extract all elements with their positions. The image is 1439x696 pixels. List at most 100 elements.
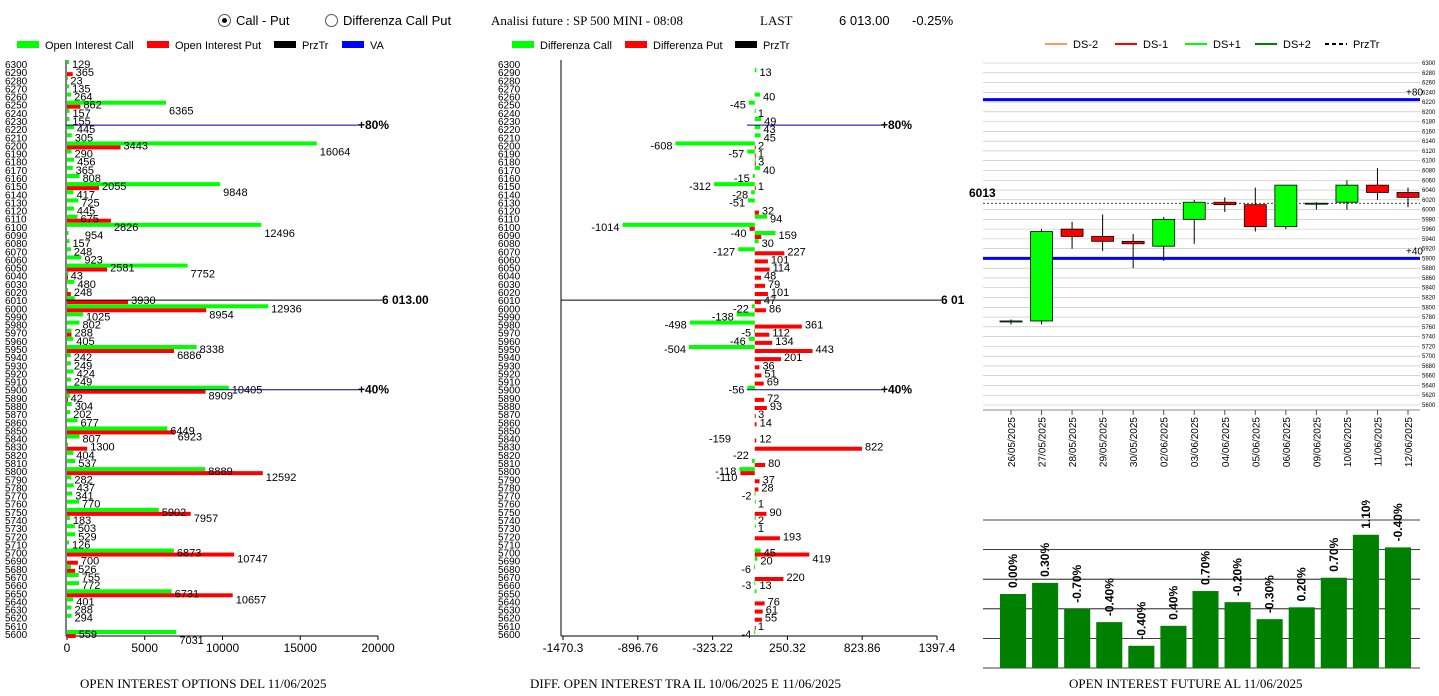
y-tick-label: 5970 [498,329,521,340]
value-label: 249 [74,377,92,389]
y-tick-label: 5820 [5,451,28,462]
call-bar [67,605,72,610]
y-tick-label: 6150 [5,182,28,193]
y-tick-label: 6280 [498,76,521,87]
y-tick-label: 5800 [5,467,28,478]
value-label: 8909 [209,391,233,403]
y-tick-label: 5920 [5,369,28,380]
x-tick-label: 20000 [361,641,395,655]
put-bar [754,340,773,345]
value-label: 8889 [208,466,232,478]
y-tick-label: 6130 [498,198,521,209]
radio-call-put[interactable]: Call - Put [218,13,289,28]
value-label: -127 [713,246,735,258]
candle-body [1213,201,1237,206]
value-label: 361 [805,320,823,332]
y-tick-label: 5750 [5,508,28,519]
value-label: 80 [768,458,780,470]
put-bar [67,471,263,476]
legend1-label-0: Open Interest Call [45,40,134,52]
y-tick-label: 5860 [5,418,28,429]
value-label: 202 [73,409,91,421]
x-tick-label: 30/05/2025 [1129,417,1140,467]
value-label: 183 [73,515,91,527]
value-label: 6731 [175,588,199,600]
value-label: 341 [75,491,93,503]
y-tick-label: 6020 [498,288,521,299]
put-bar [67,267,108,272]
call-bar [748,100,755,105]
y-tick-label: 5840 [1422,286,1436,292]
put-bar [754,617,762,622]
x-tick-label: 29/05/2025 [1099,417,1110,467]
y-tick-label: 5960 [1422,227,1436,233]
value-label: 3443 [124,140,148,152]
value-label: 802 [82,320,100,332]
value-label: -2 [742,491,752,503]
value-label: 61 [766,605,778,617]
call-bar [67,231,69,235]
put-bar [67,634,76,638]
y-tick-label: 5820 [1422,296,1436,302]
put-bar [754,283,766,288]
future-oi-bar [1128,645,1155,668]
y-tick-label: 5820 [498,451,521,462]
chart-candles: DS-2 DS-1 DS+1 DS+2 PrzTr 5600 5620 5640 5660 568… [969,39,1436,467]
call-bar [67,296,75,301]
x-tick-label: 28/05/2025 [1068,417,1079,467]
put-bar [754,397,765,402]
call-bar [751,304,755,309]
call-bar [747,149,755,154]
x-tick-label: 10/06/2025 [1343,417,1354,467]
value-label: 248 [74,287,92,299]
value-label: 3930 [131,295,155,307]
y-tick-label: 6190 [5,150,28,161]
value-label: -118 [715,466,736,478]
call-bar [67,581,80,586]
y-tick-label: 6220 [498,125,521,136]
y-tick-label: 5690 [498,557,521,568]
call-bar [67,532,76,537]
value-label: -45 [730,100,746,112]
value-label: -22 [733,450,749,462]
value-label: -5 [741,328,751,340]
y-tick-label: 6090 [498,231,521,242]
value-label: -608 [650,140,672,152]
y-tick-label: 6040 [5,272,28,283]
call-bar [67,434,80,439]
put-bar [754,251,785,256]
call-bar [67,459,76,463]
y-tick-label: 6080 [498,239,521,250]
legend1-label-3: VA [370,40,385,52]
y-tick-label: 5690 [5,557,28,568]
y-tick-label: 5860 [498,418,521,429]
y-tick-label: 5890 [5,394,28,405]
radio-differenza[interactable]: Differenza Call Put [325,13,451,28]
value-label: 526 [78,564,96,576]
last-label: LAST [760,13,793,28]
y-tick-label: 6260 [498,93,521,104]
candle-body [1060,228,1084,237]
value-label: 954 [85,230,103,242]
legend3-label-3: DS+2 [1283,39,1311,51]
call-bar [754,491,756,496]
value-label: 134 [775,336,793,348]
y-tick-label: 5930 [5,361,28,372]
y-tick-label: 6280 [1422,71,1436,77]
y-tick-label: 5660 [1422,374,1436,380]
y-tick-label: 5760 [5,500,28,511]
call-bar [714,182,755,187]
legend1-swatch-0 [17,41,39,48]
value-label: 725 [81,197,99,209]
last-value: 6 013.00 [839,13,890,28]
value-label: 6873 [177,548,201,560]
value-label: 365 [76,165,94,177]
call-bar [67,304,269,309]
value-label: 8954 [209,309,233,321]
call-bar [67,597,74,602]
y-tick-label: 6220 [1422,100,1436,106]
legend3-label-1: DS-1 [1143,39,1168,51]
value-label: 1 [758,181,764,193]
future-oi-bar [1384,547,1411,668]
value-label: 404 [76,450,94,462]
